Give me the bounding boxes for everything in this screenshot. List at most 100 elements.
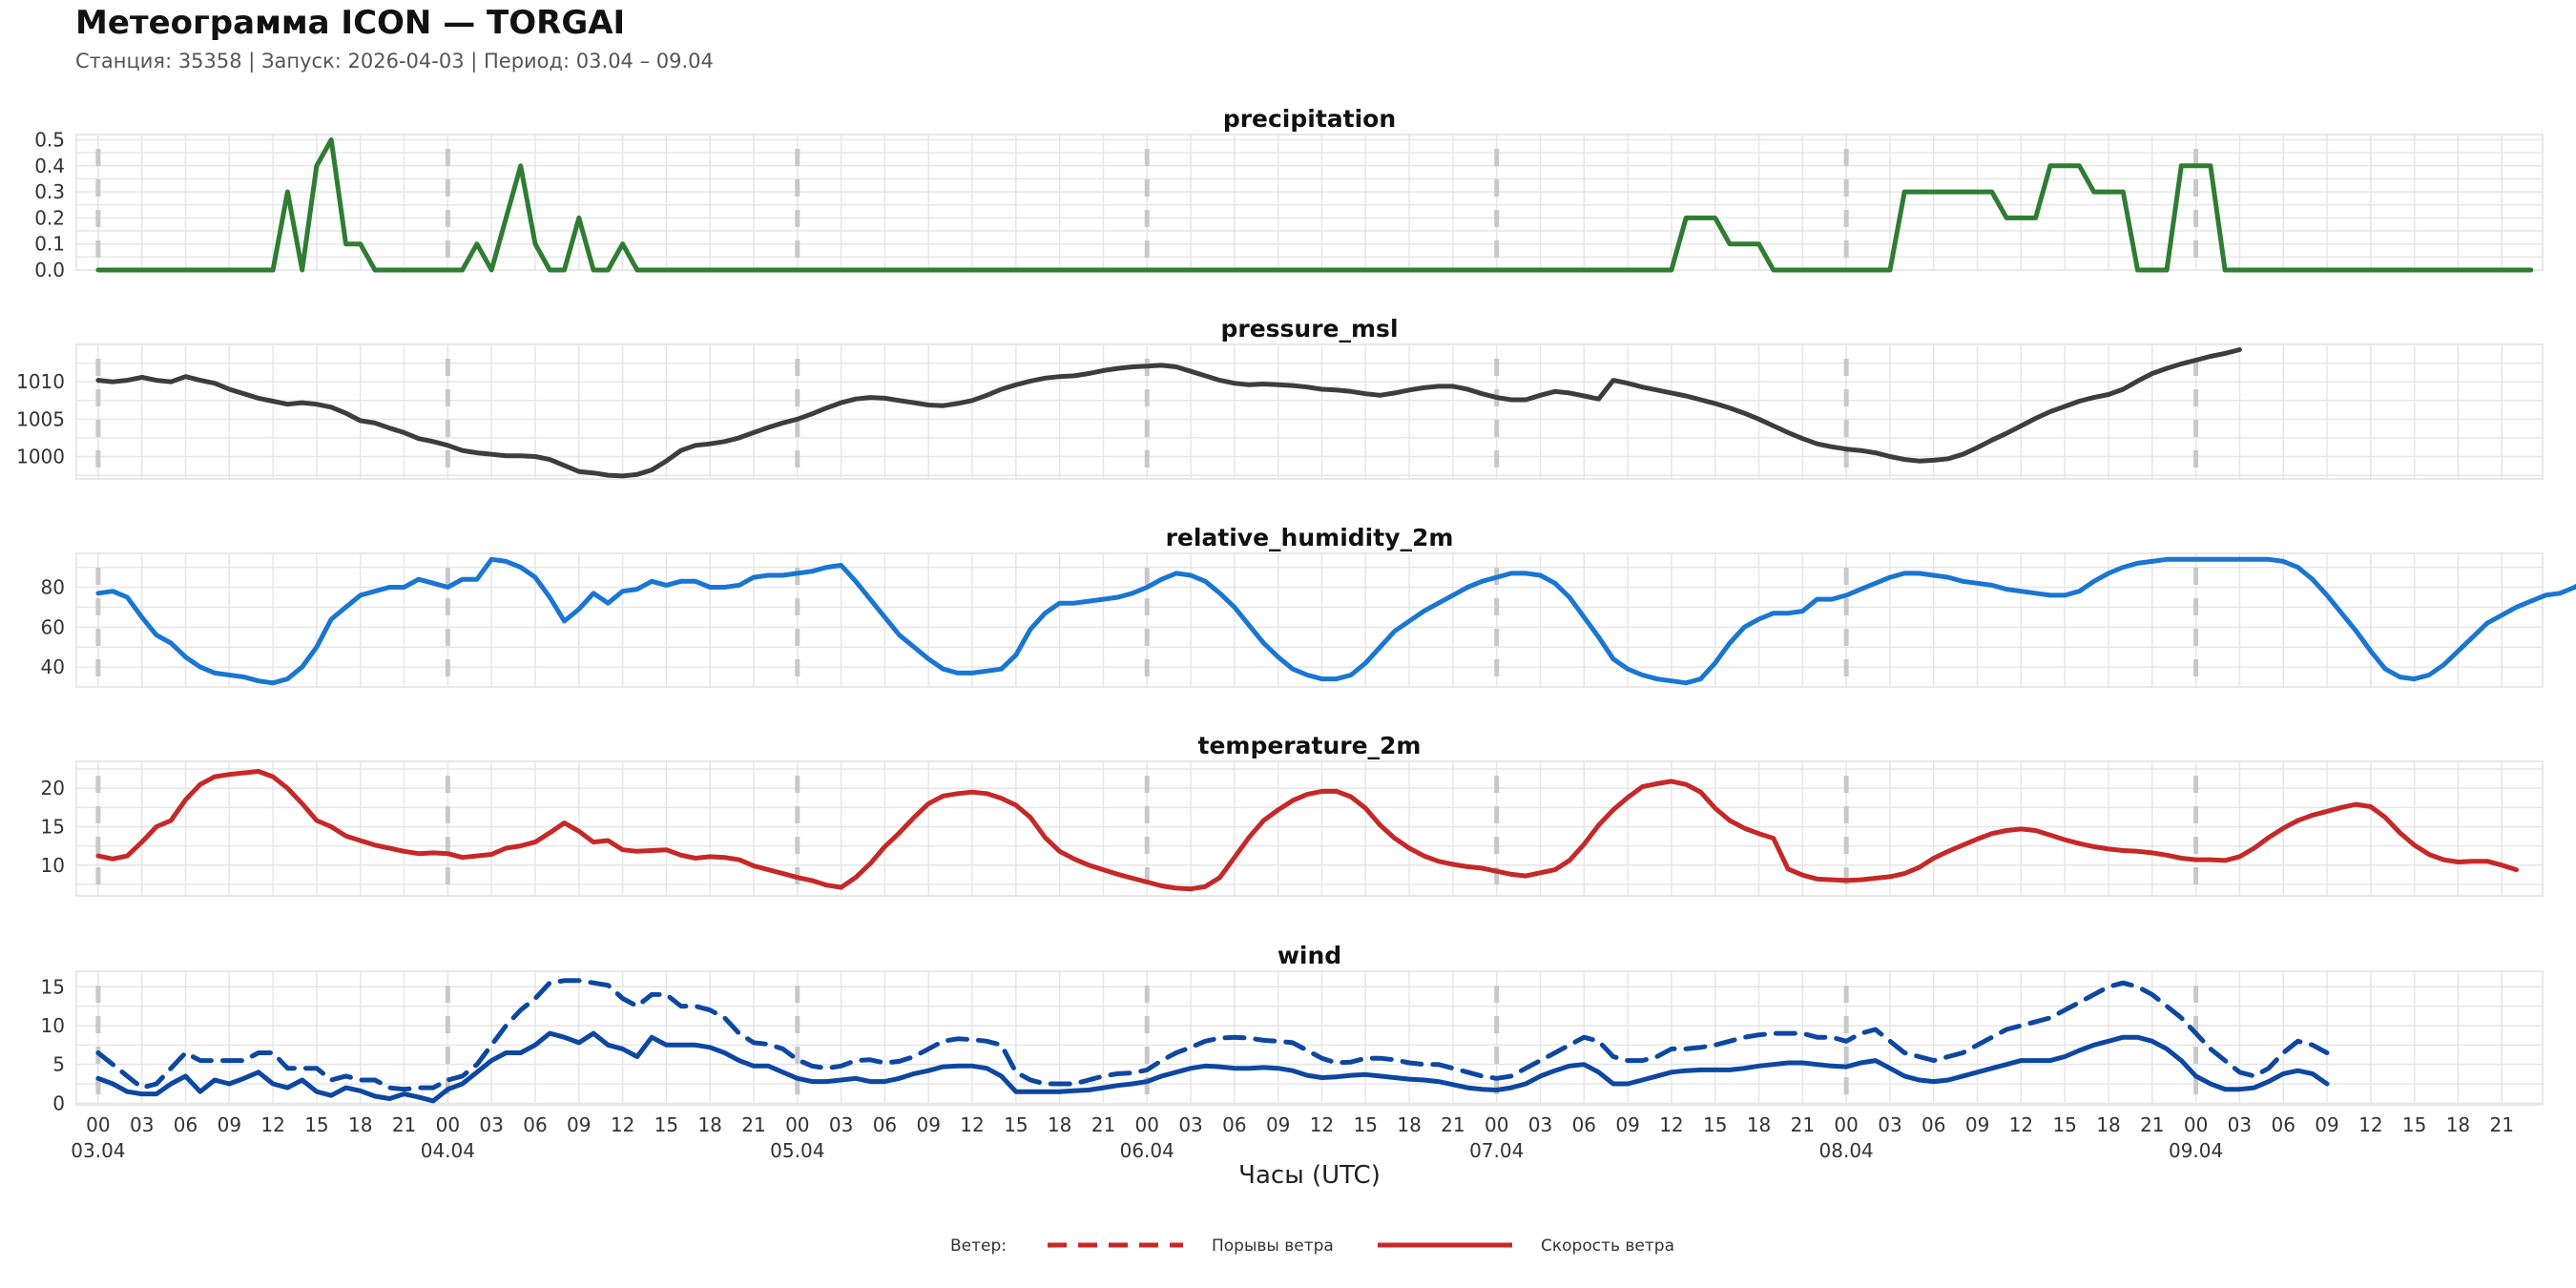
y-tick-label: 0.1 xyxy=(34,233,65,256)
legend-label: Порывы ветра xyxy=(1212,1236,1334,1256)
x-day-label: 07.04 xyxy=(1469,1139,1524,1162)
x-tick-label: 03 xyxy=(1528,1113,1552,1136)
x-tick-label: 21 xyxy=(1441,1113,1465,1136)
x-tick-label: 06 xyxy=(1222,1113,1246,1136)
panel-relative-humidity-2m: 40 60 80 relative_humidity_2m xyxy=(41,524,2576,688)
x-tick-label: 06 xyxy=(873,1113,897,1136)
x-tick-label: 21 xyxy=(392,1113,416,1136)
legend-title: Ветер: xyxy=(950,1236,1007,1256)
x-tick-label: 06 xyxy=(523,1113,547,1136)
x-tick-label: 03 xyxy=(829,1113,853,1136)
x-tick-label: 06 xyxy=(174,1113,197,1136)
x-tick-label: 12 xyxy=(1659,1113,1683,1136)
y-tick-label: 10 xyxy=(41,1014,65,1037)
x-tick-label: 12 xyxy=(611,1113,634,1136)
x-day-label: 05.04 xyxy=(770,1139,824,1162)
panel-title: temperature_2m xyxy=(1198,732,1422,759)
x-tick-label: 18 xyxy=(1397,1113,1421,1136)
y-tick-label: 1000 xyxy=(16,446,65,468)
x-tick-label: 18 xyxy=(348,1113,372,1136)
y-tick-label: 40 xyxy=(41,655,65,678)
y-tick-label: 0 xyxy=(52,1091,65,1114)
y-tick-label: 1010 xyxy=(16,370,65,393)
y-tick-label: 60 xyxy=(41,615,65,638)
panel-title: precipitation xyxy=(1223,105,1396,133)
x-tick-label: 21 xyxy=(1091,1113,1115,1136)
y-tick-label: 15 xyxy=(41,975,65,998)
x-tick-label: 00 xyxy=(1485,1113,1508,1136)
x-day-label: 09.04 xyxy=(2169,1139,2223,1162)
panel-frame xyxy=(75,760,2544,897)
x-tick-label: 03 xyxy=(479,1113,503,1136)
x-day-label: 08.04 xyxy=(1819,1139,1874,1162)
x-day-label: 04.04 xyxy=(421,1139,475,1162)
x-tick-label: 03 xyxy=(2228,1113,2252,1136)
y-tick-label: 0.4 xyxy=(34,155,65,177)
x-tick-label: 15 xyxy=(1354,1113,1378,1136)
x-tick-label: 00 xyxy=(785,1113,809,1136)
panel-pressure-msl: 1000 1005 1010 pressure_msl xyxy=(16,315,2544,480)
x-tick-label: 09 xyxy=(218,1113,241,1136)
x-tick-label: 18 xyxy=(2446,1113,2470,1136)
x-tick-label: 00 xyxy=(2184,1113,2208,1136)
x-tick-label: 09 xyxy=(1965,1113,1989,1136)
y-tick-label: 5 xyxy=(52,1053,65,1076)
panel-precipitation: 0.0 0.1 0.2 0.3 0.4 0.5 precipitation xyxy=(34,105,2544,281)
x-tick-label: 03 xyxy=(130,1113,154,1136)
x-tick-label: 21 xyxy=(2490,1113,2514,1136)
x-tick-label: 06 xyxy=(2271,1113,2295,1136)
y-tick-label: 80 xyxy=(41,576,65,599)
series-line-precipitation xyxy=(95,137,2534,273)
x-tick-label: 18 xyxy=(1048,1113,1071,1136)
x-tick-label: 18 xyxy=(697,1113,721,1136)
x-tick-label: 18 xyxy=(2096,1113,2120,1136)
panel-title: wind xyxy=(1278,942,1341,969)
series-line-pressure-msl xyxy=(95,347,2242,479)
x-tick-label: 09 xyxy=(567,1113,591,1136)
y-tick-label: 0.0 xyxy=(34,259,65,281)
panel-frame xyxy=(75,552,2544,688)
x-day-label: 03.04 xyxy=(71,1139,125,1162)
x-tick-label: 09 xyxy=(1266,1113,1290,1136)
x-tick-label: 18 xyxy=(1747,1113,1771,1136)
x-tick-label: 12 xyxy=(960,1113,984,1136)
y-tick-label: 1005 xyxy=(16,407,65,430)
x-tick-label: 12 xyxy=(2009,1113,2033,1136)
y-tick-label: 10 xyxy=(41,854,65,877)
x-tick-label: 12 xyxy=(1310,1113,1334,1136)
x-tick-label: 15 xyxy=(2052,1113,2076,1136)
x-tick-label: 15 xyxy=(2402,1113,2426,1136)
x-tick-label: 12 xyxy=(2358,1113,2382,1136)
x-tick-label: 06 xyxy=(1922,1113,1945,1136)
x-day-label: 06.04 xyxy=(1120,1139,1174,1162)
x-tick-label: 00 xyxy=(1834,1113,1858,1136)
x-tick-label: 03 xyxy=(1178,1113,1202,1136)
x-tick-label: 15 xyxy=(1703,1113,1727,1136)
series-line-wind-1 xyxy=(95,1030,2330,1104)
legend: Ветер: Порывы ветра Скорость ветра xyxy=(950,1236,1674,1256)
panel-wind: 0 5 10 15 wind xyxy=(41,942,2544,1114)
x-tick-label: 15 xyxy=(654,1113,678,1136)
x-tick-label: 21 xyxy=(2140,1113,2164,1136)
x-axis-label: Часы (UTC) xyxy=(1238,1161,1381,1190)
x-tick-label: 15 xyxy=(304,1113,328,1136)
y-tick-label: 15 xyxy=(41,815,65,838)
panel-title: relative_humidity_2m xyxy=(1166,524,1454,551)
panel-title: pressure_msl xyxy=(1220,315,1398,343)
page-subtitle: Станция: 35358 | Запуск: 2026-04-03 | Пе… xyxy=(75,50,714,73)
x-tick-label: 06 xyxy=(1572,1113,1596,1136)
x-tick-label: 21 xyxy=(741,1113,765,1136)
series-line-relative-humidity-2m xyxy=(95,556,2576,686)
y-tick-label: 0.3 xyxy=(34,180,65,203)
series-line-wind-0 xyxy=(95,978,2330,1092)
page-title: Метеограмма ICON — TORGAI xyxy=(75,4,626,42)
x-tick-label: 00 xyxy=(1135,1113,1159,1136)
x-tick-label: 00 xyxy=(436,1113,460,1136)
x-tick-label: 09 xyxy=(2315,1113,2338,1136)
x-tick-label: 15 xyxy=(1004,1113,1028,1136)
legend-label: Скорость ветра xyxy=(1541,1236,1674,1256)
x-tick-label: 00 xyxy=(86,1113,110,1136)
series-line-temperature-2m xyxy=(95,769,2519,892)
y-tick-label: 0.2 xyxy=(34,206,65,229)
